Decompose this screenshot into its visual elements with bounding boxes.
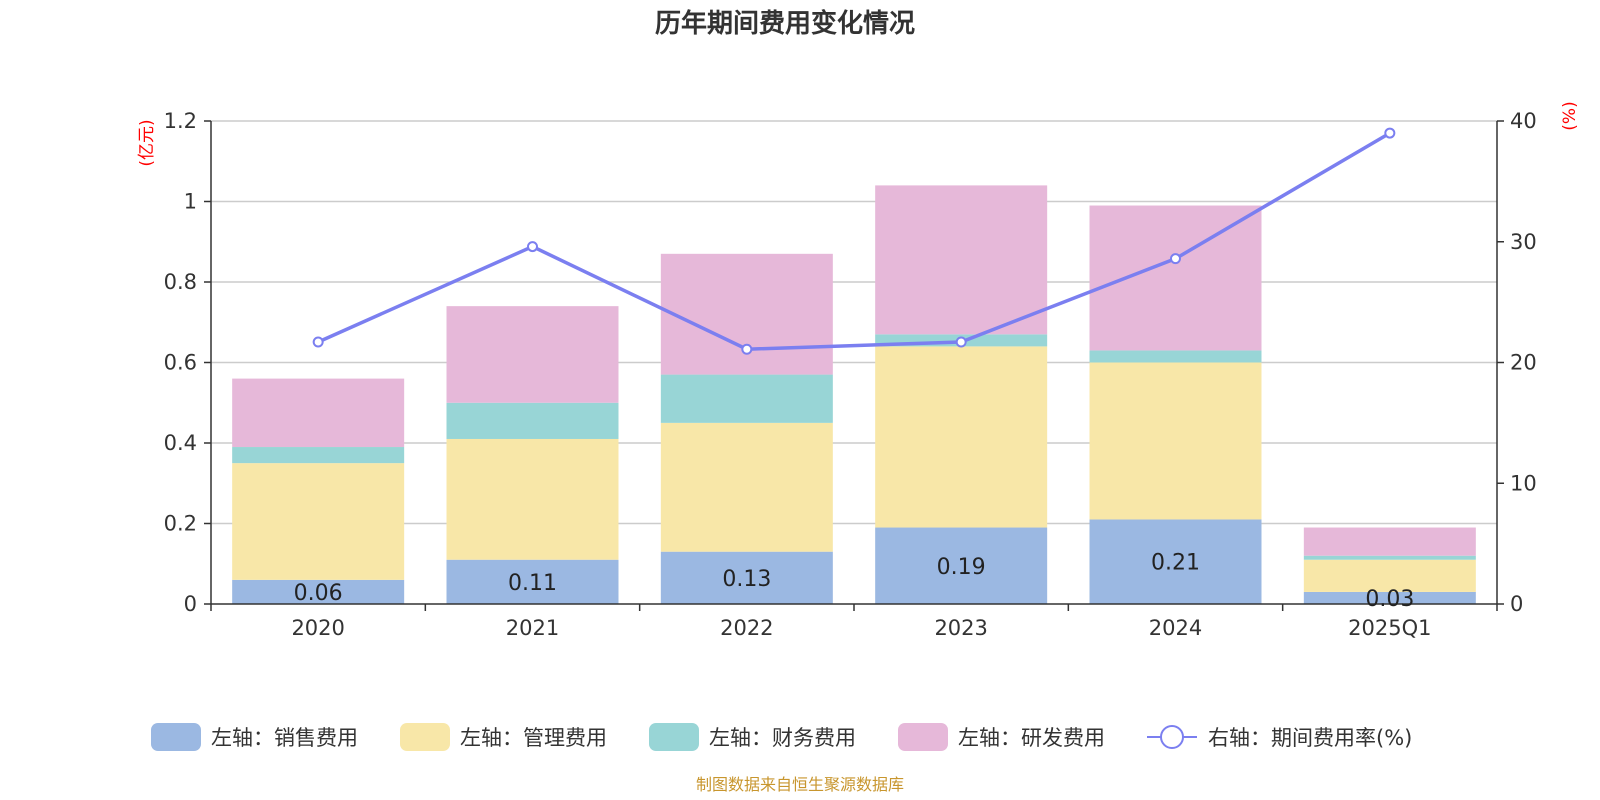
x-axis-tick-label: 2021	[506, 616, 559, 640]
left-axis-tick-label: 1.2	[164, 109, 197, 133]
left-axis-tick-label: 1	[184, 190, 197, 214]
bar-segment-2	[1303, 559, 1476, 592]
legend-swatch	[400, 723, 450, 751]
bar-segment-3	[232, 447, 405, 464]
legend: 左轴：销售费用 左轴：管理费用 左轴：财务费用 左轴：研发费用 右轴：期间费用率(%)	[151, 723, 1412, 751]
bar-segment-4	[875, 185, 1048, 335]
legend-label: 左轴：研发费用	[958, 726, 1105, 750]
bar-labels: 0.06 0.11 0.13 0.19 0.21 0.03	[294, 551, 1415, 612]
bar-segment-4	[660, 253, 833, 375]
x-axis-tick-label: 2020	[291, 616, 344, 640]
bar-segment-3	[1303, 555, 1476, 560]
legend-swatch	[898, 723, 948, 751]
bar-data-label: 0.06	[294, 581, 343, 606]
rate-line-path	[317, 131, 1391, 351]
x-axis-tick-label: 2024	[1149, 616, 1202, 640]
bar-segment-3	[1089, 350, 1262, 363]
bar-data-label: 0.13	[722, 567, 771, 592]
axes: 0 0.2 0.4 0.6 0.8 1 1.2 0 10 20 30 40 2020 2021 2022 20…	[164, 109, 1537, 640]
legend-label: 左轴：财务费用	[709, 726, 856, 750]
bar-segment-2	[660, 422, 833, 552]
grid-lines	[211, 120, 1497, 525]
bar-segment-2	[446, 438, 619, 560]
x-axis-tick-label: 2022	[720, 616, 773, 640]
left-axis-tick-label: 0	[184, 592, 197, 616]
chart-title: 历年期间费用变化情况	[655, 8, 915, 39]
legend-label: 右轴：期间费用率(%)	[1208, 726, 1412, 750]
bar-data-label: 0.11	[508, 571, 557, 596]
left-axis-tick-label: 0.8	[164, 270, 197, 294]
bar-segment-2	[1089, 362, 1262, 520]
legend-swatch	[151, 723, 201, 751]
legend-label: 左轴：销售费用	[211, 726, 358, 750]
bar-segment-1	[875, 527, 1048, 604]
bar-segment-1	[446, 559, 619, 604]
legend-label: 左轴：管理费用	[460, 726, 607, 750]
bar-segment-3	[660, 374, 833, 423]
x-axis-tick-label: 2025Q1	[1348, 616, 1431, 640]
rate-line	[312, 127, 1396, 355]
bar-segment-1	[1303, 591, 1476, 604]
bars	[232, 185, 1476, 604]
bar-segment-4	[1303, 527, 1476, 556]
bar-data-label: 0.19	[937, 555, 986, 580]
bar-segment-4	[446, 306, 619, 403]
data-source-note: 制图数据来自恒生聚源数据库	[696, 775, 904, 794]
right-axis-tick-label: 0	[1510, 592, 1523, 616]
bar-segment-4	[232, 378, 405, 448]
bar-data-label: 0.03	[1365, 587, 1414, 612]
right-axis-unit: (%)	[1560, 101, 1580, 130]
left-axis-tick-label: 0.4	[164, 431, 197, 455]
legend-line-marker	[1160, 725, 1184, 749]
rate-point	[955, 336, 967, 348]
rate-point	[741, 343, 753, 355]
x-axis-tick-label: 2023	[934, 616, 987, 640]
right-axis-tick-label: 30	[1510, 230, 1537, 254]
bar-segment-4	[1089, 205, 1262, 351]
left-axis-tick-label: 0.2	[164, 512, 197, 536]
rate-point	[312, 336, 324, 348]
bar-data-label: 0.21	[1151, 551, 1200, 576]
right-axis-tick-label: 10	[1510, 471, 1537, 495]
rate-point	[527, 241, 538, 253]
right-axis-tick-label: 40	[1510, 109, 1537, 133]
bar-segment-2	[875, 346, 1048, 528]
bar-segment-1	[660, 551, 833, 604]
left-axis-tick-label: 0.6	[164, 351, 197, 375]
bar-segment-1	[1089, 519, 1262, 604]
rate-point	[1384, 127, 1396, 139]
right-axis-tick-label: 20	[1510, 351, 1537, 375]
bar-segment-3	[446, 402, 619, 439]
rate-point	[1170, 253, 1181, 265]
bar-segment-2	[232, 463, 405, 580]
bar-segment-1	[232, 579, 405, 604]
legend-swatch	[649, 723, 699, 751]
left-axis-unit: (亿元)	[137, 119, 157, 166]
